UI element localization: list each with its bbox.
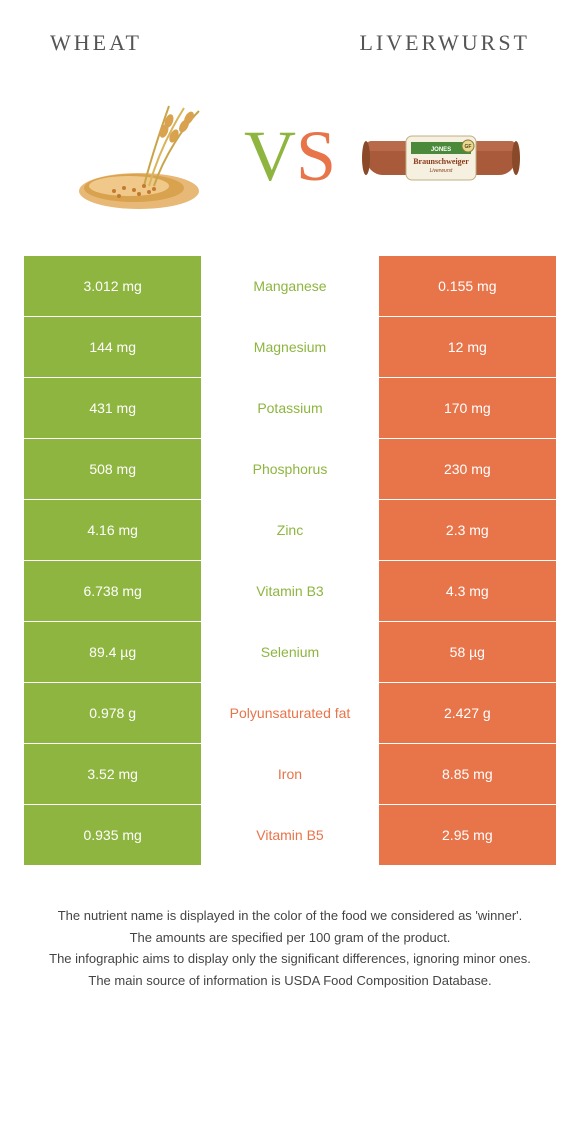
wheat-image	[54, 96, 224, 216]
right-value: 2.3 mg	[379, 500, 556, 560]
nutrient-label: Potassium	[201, 378, 378, 438]
food-right-title: Liverwurst	[359, 30, 530, 56]
footnote-line: The amounts are specified per 100 gram o…	[40, 928, 540, 948]
right-value: 2.427 g	[379, 683, 556, 743]
table-row: 144 mgMagnesium12 mg	[24, 317, 556, 377]
vs-v: V	[244, 115, 296, 198]
nutrient-label: Selenium	[201, 622, 378, 682]
table-row: 0.935 mgVitamin B52.95 mg	[24, 805, 556, 865]
nutrient-label: Zinc	[201, 500, 378, 560]
nutrient-label: Manganese	[201, 256, 378, 316]
left-value: 431 mg	[24, 378, 201, 438]
footnote-line: The main source of information is USDA F…	[40, 971, 540, 991]
nutrient-label: Iron	[201, 744, 378, 804]
nutrient-label: Polyunsaturated fat	[201, 683, 378, 743]
table-row: 3.52 mgIron8.85 mg	[24, 744, 556, 804]
table-row: 89.4 µgSelenium58 µg	[24, 622, 556, 682]
right-value: 58 µg	[379, 622, 556, 682]
left-value: 144 mg	[24, 317, 201, 377]
table-row: 0.978 gPolyunsaturated fat2.427 g	[24, 683, 556, 743]
svg-text:GF: GF	[465, 144, 472, 150]
left-value: 3.012 mg	[24, 256, 201, 316]
footnote-line: The nutrient name is displayed in the co…	[40, 906, 540, 926]
table-row: 3.012 mgManganese0.155 mg	[24, 256, 556, 316]
right-value: 230 mg	[379, 439, 556, 499]
header-row: Wheat Liverwurst	[0, 0, 580, 66]
right-value: 2.95 mg	[379, 805, 556, 865]
left-value: 89.4 µg	[24, 622, 201, 682]
footnotes: The nutrient name is displayed in the co…	[0, 866, 580, 990]
table-row: 508 mgPhosphorus230 mg	[24, 439, 556, 499]
left-value: 3.52 mg	[24, 744, 201, 804]
right-value: 12 mg	[379, 317, 556, 377]
food-left-title: Wheat	[50, 30, 142, 56]
left-value: 6.738 mg	[24, 561, 201, 621]
footnote-line: The infographic aims to display only the…	[40, 949, 540, 969]
left-value: 0.978 g	[24, 683, 201, 743]
liverwurst-image: JONES Braunschweiger Liverwurst GF	[356, 96, 526, 216]
svg-text:JONES: JONES	[431, 147, 451, 153]
right-value: 0.155 mg	[379, 256, 556, 316]
svg-text:Braunschweiger: Braunschweiger	[413, 157, 469, 166]
nutrient-label: Magnesium	[201, 317, 378, 377]
right-value: 4.3 mg	[379, 561, 556, 621]
svg-text:Liverwurst: Liverwurst	[430, 168, 453, 174]
vs-row: V S JONES Braunschweiger Liverwurst GF	[0, 66, 580, 256]
right-value: 8.85 mg	[379, 744, 556, 804]
table-row: 4.16 mgZinc2.3 mg	[24, 500, 556, 560]
table-row: 431 mgPotassium170 mg	[24, 378, 556, 438]
comparison-table: 3.012 mgManganese0.155 mg144 mgMagnesium…	[0, 256, 580, 865]
right-value: 170 mg	[379, 378, 556, 438]
left-value: 508 mg	[24, 439, 201, 499]
left-value: 4.16 mg	[24, 500, 201, 560]
table-row: 6.738 mgVitamin B34.3 mg	[24, 561, 556, 621]
nutrient-label: Vitamin B3	[201, 561, 378, 621]
vs-label: V S	[244, 115, 336, 198]
vs-s: S	[296, 115, 336, 198]
nutrient-label: Phosphorus	[201, 439, 378, 499]
nutrient-label: Vitamin B5	[201, 805, 378, 865]
left-value: 0.935 mg	[24, 805, 201, 865]
